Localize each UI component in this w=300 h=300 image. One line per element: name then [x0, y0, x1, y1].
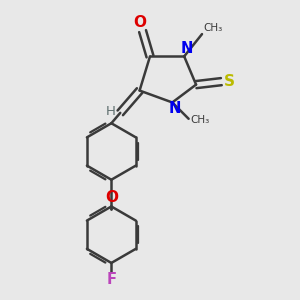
Text: O: O	[105, 190, 118, 205]
Text: N: N	[181, 40, 193, 56]
Text: S: S	[224, 74, 235, 88]
Text: F: F	[106, 272, 116, 287]
Text: H: H	[106, 106, 116, 118]
Text: O: O	[133, 15, 146, 30]
Text: CH₃: CH₃	[190, 115, 209, 125]
Text: N: N	[169, 101, 182, 116]
Text: CH₃: CH₃	[203, 23, 223, 33]
